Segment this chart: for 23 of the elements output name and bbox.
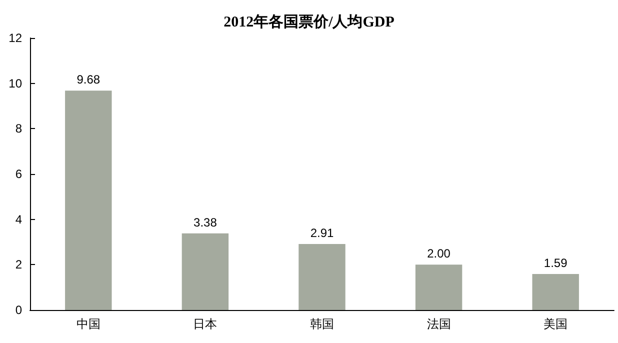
bar: [415, 264, 462, 310]
x-tick-label: 美国: [544, 317, 568, 331]
y-tick-label: 12: [8, 31, 22, 45]
x-tick-label: 日本: [193, 317, 218, 331]
x-tick-label: 韩国: [310, 317, 334, 331]
y-tick-label: 0: [15, 303, 22, 317]
x-tick-label: 法国: [426, 317, 451, 331]
y-tick-label: 2: [15, 258, 22, 272]
chart-title: 2012年各国票价/人均GDP: [224, 14, 394, 30]
x-tick-label: 中国: [76, 317, 100, 331]
y-tick-label: 10: [8, 76, 22, 90]
data-label: 2.91: [310, 226, 334, 240]
y-tick-label: 4: [15, 212, 22, 226]
bar: [298, 244, 346, 310]
bar: [182, 233, 229, 310]
bar: [65, 90, 112, 310]
bar: [532, 274, 579, 310]
y-tick-label: 8: [15, 122, 22, 136]
data-label: 2.00: [427, 246, 451, 261]
y-tick-label: 6: [15, 167, 22, 181]
data-label: 9.68: [76, 72, 100, 87]
data-label: 3.38: [194, 215, 218, 230]
data-label: 1.59: [544, 256, 568, 270]
